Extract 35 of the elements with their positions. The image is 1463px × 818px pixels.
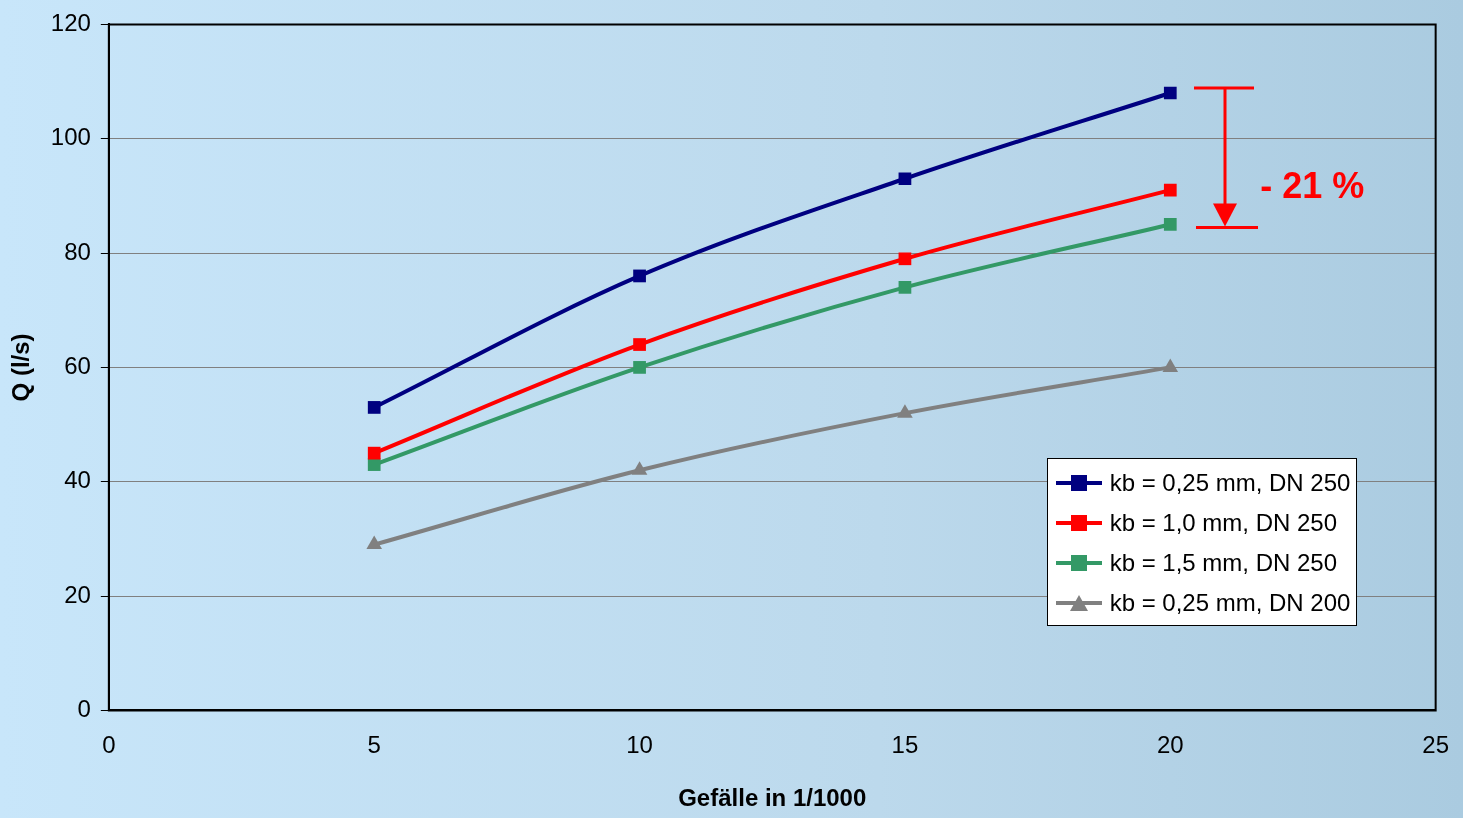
point [898, 172, 912, 186]
legend-label: kb = 1,5 mm, DN 250 [1109, 549, 1338, 578]
point [366, 535, 382, 550]
point [633, 338, 646, 351]
x-tick-label: 25 [1422, 731, 1449, 759]
x-tick-label: 10 [626, 731, 653, 759]
y-tick-label: 40 [64, 466, 91, 494]
point [1163, 218, 1177, 231]
x-tick-label: 0 [102, 731, 116, 759]
point [898, 252, 912, 266]
y-tick-label: 60 [64, 352, 91, 380]
point [897, 404, 913, 418]
x-tick-label: 15 [891, 731, 919, 759]
x-tick-label: 20 [1156, 731, 1184, 759]
point [1162, 358, 1179, 372]
point [633, 361, 646, 374]
point [1163, 86, 1177, 100]
point [898, 281, 912, 294]
point [367, 446, 381, 460]
point [1163, 183, 1177, 197]
point [631, 461, 648, 475]
y-tick-label: 120 [50, 9, 91, 37]
y-tick-label: 0 [77, 695, 91, 723]
legend-label: kb = 0,25 mm, DN 200 [1109, 589, 1351, 618]
x-axis-title: Gefälle in 1/1000 [678, 784, 867, 812]
annotation: - 21 % [1260, 164, 1365, 206]
point [367, 401, 381, 414]
y-axis-title: Q (l/s) [7, 333, 35, 402]
x-tick-label: 5 [367, 731, 381, 759]
legend-label: kb = 0,25 mm, DN 250 [1109, 469, 1351, 498]
y-tick-label: 100 [50, 123, 91, 151]
legend-label: kb = 1,0 mm, DN 250 [1109, 509, 1338, 538]
y-tick-label: 20 [64, 580, 91, 608]
point [633, 269, 646, 283]
y-tick-label: 80 [64, 237, 91, 265]
